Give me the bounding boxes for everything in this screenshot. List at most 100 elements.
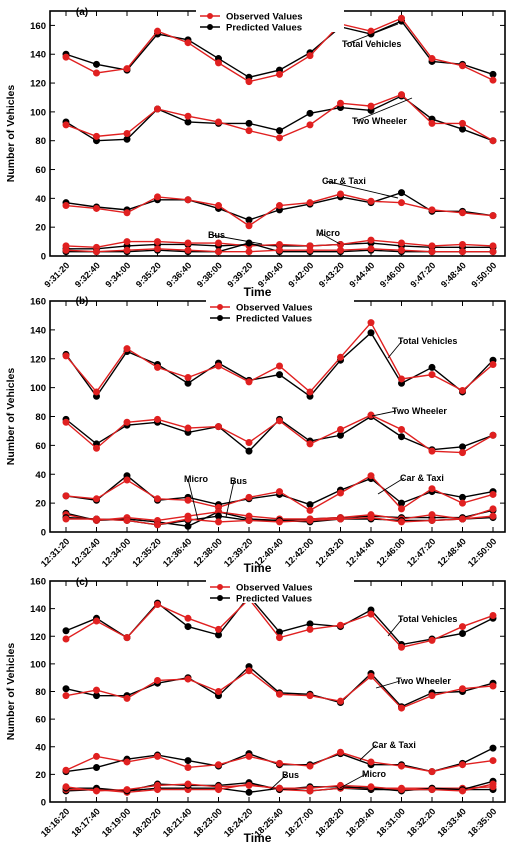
data-point-observed	[184, 496, 192, 504]
series-annotation: Micro	[184, 474, 209, 484]
data-point-observed	[184, 614, 192, 622]
data-point-predicted	[459, 443, 466, 451]
x-tick-label: 18:32:20	[405, 806, 438, 839]
data-point-observed	[62, 352, 70, 360]
x-tick-label: 12:35:20	[130, 536, 163, 569]
x-tick-label: 18:31:00	[374, 806, 407, 839]
y-tick-label: 100	[30, 107, 46, 118]
y-axis-title: Number of Vehicles	[5, 85, 17, 183]
data-point-predicted	[459, 493, 466, 501]
x-axis-title: Time	[244, 561, 272, 575]
data-point-observed	[459, 209, 466, 217]
series-annotation: Total Vehicles	[342, 39, 401, 49]
data-point-observed	[276, 362, 283, 370]
data-point-observed	[123, 65, 131, 73]
series-line-observed	[65, 321, 494, 394]
data-point-observed	[215, 239, 222, 247]
y-tick-label: 20	[35, 499, 46, 510]
x-tick-label: 9:43:20	[317, 260, 346, 289]
data-point-observed	[337, 621, 344, 629]
data-point-observed	[367, 102, 375, 110]
annotation-arrow	[375, 680, 401, 689]
data-point-observed	[62, 515, 70, 523]
data-point-observed	[428, 692, 436, 700]
data-point-predicted	[62, 685, 70, 693]
data-point-observed	[245, 127, 253, 135]
series-annotation: Car & Taxi	[322, 176, 366, 186]
y-tick-label: 60	[35, 165, 46, 176]
data-point-observed	[306, 121, 314, 129]
x-tick-label: 12:46:00	[374, 536, 407, 569]
data-point-observed	[489, 682, 497, 690]
data-point-observed	[306, 762, 314, 770]
data-point-observed	[215, 59, 222, 67]
data-point-predicted	[306, 109, 314, 117]
chart-panel-b: (b) 0 20 40 60 80 100 120 140 160 12:31:2012:32:40…	[5, 296, 506, 575]
data-point-observed	[184, 374, 192, 382]
data-point-observed	[306, 784, 314, 792]
x-tick-label: 12:48:40	[435, 536, 468, 569]
annotation-arrow	[359, 744, 377, 761]
data-point-observed	[245, 781, 253, 789]
series-annotation: Bus	[282, 770, 299, 780]
data-point-observed	[398, 425, 405, 433]
data-point-observed	[184, 515, 192, 523]
data-point-observed	[123, 694, 131, 702]
data-point-observed	[398, 762, 405, 770]
data-point-predicted	[93, 60, 100, 68]
x-tick-label: 9:47:20	[408, 260, 437, 289]
x-tick-label: 18:35:00	[466, 806, 499, 839]
data-point-predicted	[245, 216, 253, 224]
data-point-predicted	[489, 744, 497, 752]
data-point-observed	[337, 489, 344, 497]
data-point-observed	[93, 787, 100, 795]
data-point-predicted	[245, 447, 253, 455]
data-point-observed	[123, 786, 131, 794]
data-point-observed	[337, 246, 344, 254]
data-point-observed	[398, 518, 405, 526]
data-point-observed	[93, 752, 100, 760]
data-point-observed	[459, 685, 466, 693]
data-point-observed	[215, 248, 222, 256]
data-point-observed	[306, 516, 314, 524]
data-point-observed	[123, 130, 131, 137]
data-point-observed	[245, 78, 253, 86]
annotation-arrow	[339, 773, 367, 789]
data-point-predicted	[184, 623, 192, 631]
data-point-observed	[123, 516, 131, 524]
data-point-observed	[184, 39, 192, 47]
data-point-observed	[489, 76, 497, 84]
y-tick-label: 100	[30, 659, 46, 670]
legend-marker	[217, 304, 223, 310]
data-point-observed	[398, 14, 405, 22]
data-point-observed	[398, 199, 405, 207]
y-tick-label: 120	[30, 632, 46, 643]
data-point-observed	[123, 634, 131, 642]
y-tick-label: 20	[35, 770, 46, 781]
data-point-observed	[245, 752, 253, 760]
x-tick-label: 9:32:40	[73, 260, 102, 289]
data-point-observed	[367, 236, 375, 244]
y-tick-label: 80	[35, 687, 46, 698]
x-tick-label: 12:32:40	[69, 536, 102, 569]
y-tick-label: 160	[30, 297, 46, 308]
data-point-observed	[276, 759, 283, 767]
data-point-predicted	[428, 363, 436, 371]
data-point-observed	[367, 672, 375, 680]
y-tick-label: 100	[30, 383, 46, 394]
data-point-observed	[489, 242, 497, 250]
data-point-observed	[154, 521, 161, 529]
data-point-observed	[215, 423, 222, 431]
data-point-observed	[184, 763, 192, 771]
y-tick-label: 160	[30, 577, 46, 588]
x-tick-label: 9:38:00	[195, 260, 224, 289]
series-annotation: Micro	[316, 228, 341, 238]
x-axis-title: Time	[244, 831, 272, 845]
x-tick-label: 18:27:00	[283, 806, 316, 839]
y-tick-label: 20	[35, 223, 46, 234]
legend-marker	[217, 315, 223, 321]
data-point-predicted	[245, 119, 253, 127]
data-point-observed	[276, 134, 283, 142]
series-annotation: Total Vehicles	[398, 614, 457, 624]
